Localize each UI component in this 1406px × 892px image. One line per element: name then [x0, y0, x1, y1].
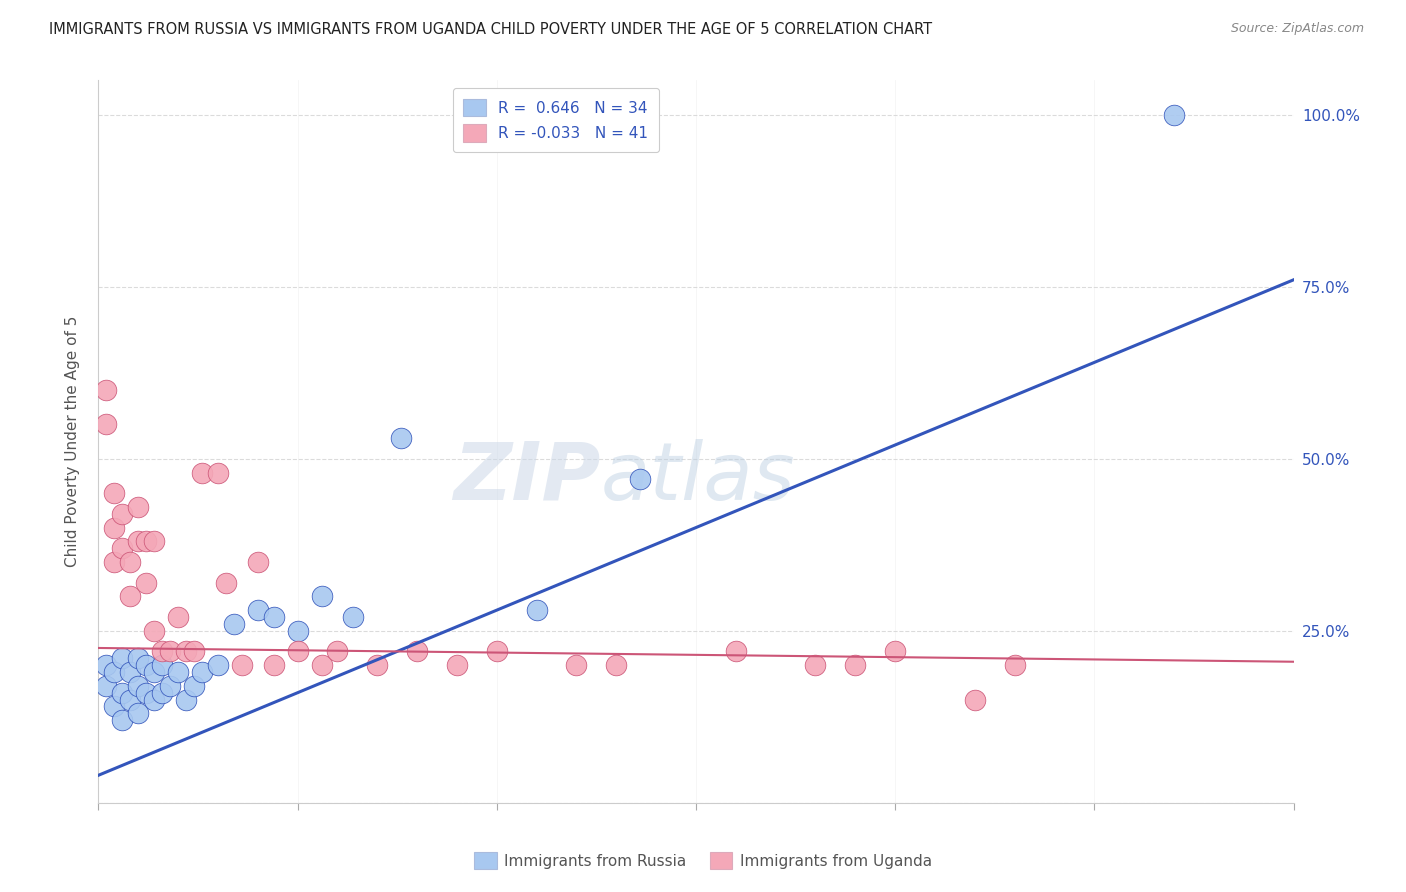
Point [263, 658, 285, 673]
Point [127, 500, 149, 514]
Point [96, 417, 118, 432]
Point [127, 534, 149, 549]
Point [215, 575, 238, 590]
Point [103, 699, 125, 714]
Legend: R =  0.646   N = 34, R = -0.033   N = 41: R = 0.646 N = 34, R = -0.033 N = 41 [453, 88, 659, 153]
Point [724, 644, 747, 658]
Point [150, 658, 173, 673]
Point [263, 610, 285, 624]
Text: IMMIGRANTS FROM RUSSIA VS IMMIGRANTS FROM UGANDA CHILD POVERTY UNDER THE AGE OF : IMMIGRANTS FROM RUSSIA VS IMMIGRANTS FRO… [49, 22, 932, 37]
Point [127, 651, 149, 665]
Point [844, 658, 866, 673]
Point [342, 610, 364, 624]
Point [103, 555, 125, 569]
Point [884, 644, 907, 658]
Point [103, 665, 125, 679]
Point [183, 679, 205, 693]
Point [389, 431, 412, 445]
Point [287, 644, 309, 658]
Y-axis label: Child Poverty Under the Age of 5: Child Poverty Under the Age of 5 [65, 316, 80, 567]
Point [143, 534, 166, 549]
Point [1163, 108, 1185, 122]
Point [120, 692, 142, 706]
Point [207, 466, 229, 480]
Point [135, 534, 157, 549]
Point [127, 679, 149, 693]
Point [150, 686, 173, 700]
Point [287, 624, 309, 638]
Point [159, 644, 181, 658]
Point [120, 665, 142, 679]
Point [222, 616, 245, 631]
Point [191, 466, 214, 480]
Point [143, 624, 166, 638]
Point [804, 658, 827, 673]
Point [96, 383, 118, 397]
Point [167, 610, 190, 624]
Point [311, 658, 333, 673]
Point [111, 541, 134, 556]
Text: atlas: atlas [600, 439, 796, 516]
Point [605, 658, 627, 673]
Point [1004, 658, 1026, 673]
Point [135, 575, 157, 590]
Text: Source: ZipAtlas.com: Source: ZipAtlas.com [1230, 22, 1364, 36]
Point [207, 658, 229, 673]
Point [565, 658, 588, 673]
Point [231, 658, 253, 673]
Point [111, 651, 134, 665]
Point [143, 665, 166, 679]
Point [174, 692, 197, 706]
Point [143, 692, 166, 706]
Point [526, 603, 548, 617]
Point [963, 692, 986, 706]
Point [135, 658, 157, 673]
Point [628, 472, 651, 486]
Point [326, 644, 349, 658]
Point [127, 706, 149, 721]
Point [183, 644, 205, 658]
Point [120, 555, 142, 569]
Point [446, 658, 468, 673]
Point [96, 679, 118, 693]
Point [96, 658, 118, 673]
Point [246, 555, 269, 569]
Point [406, 644, 429, 658]
Point [150, 644, 173, 658]
Point [191, 665, 214, 679]
Point [111, 507, 134, 521]
Point [120, 590, 142, 604]
Point [111, 686, 134, 700]
Point [159, 679, 181, 693]
Point [167, 665, 190, 679]
Point [174, 644, 197, 658]
Point [135, 686, 157, 700]
Text: ZIP: ZIP [453, 439, 600, 516]
Point [366, 658, 388, 673]
Point [103, 486, 125, 500]
Point [111, 713, 134, 727]
Legend: Immigrants from Russia, Immigrants from Uganda: Immigrants from Russia, Immigrants from … [468, 846, 938, 875]
Point [311, 590, 333, 604]
Point [246, 603, 269, 617]
Point [485, 644, 508, 658]
Point [103, 520, 125, 534]
